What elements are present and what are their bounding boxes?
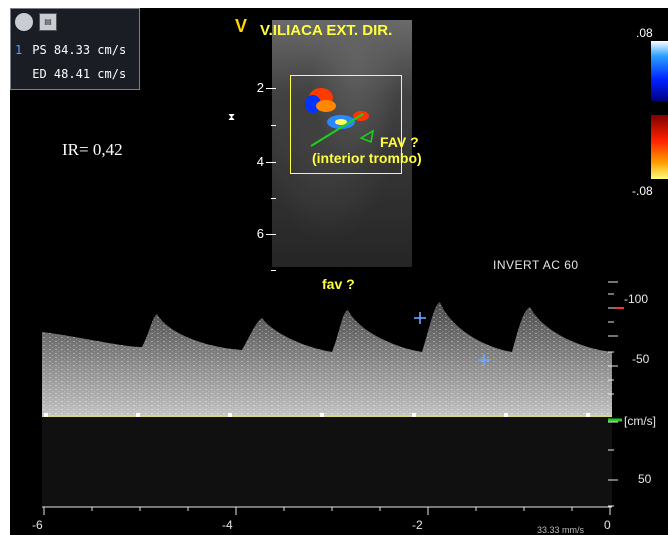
ir-annotation: IR= 0,42 — [62, 140, 123, 159]
velocity-tick-label: 50 — [638, 472, 652, 486]
measurement-row-ps: 1 PS 84.33 cm/s — [15, 43, 126, 57]
orientation-marker: V — [235, 16, 248, 36]
velocity-tick-label: -100 — [624, 292, 649, 306]
focus-marker-icon: ⧗ — [228, 112, 236, 123]
thrombus-annotation: (interior trombo) — [312, 150, 422, 166]
vessel-label: V.ILIACA EXT. DIR. — [260, 22, 393, 39]
color-scale-bar — [651, 41, 668, 181]
depth-tick-label: 6 — [256, 226, 264, 241]
measurement-label: ED — [32, 67, 47, 81]
depth-tick-label: 2 — [256, 80, 264, 95]
sweep-speed-label: 33.33 mm/s — [537, 525, 585, 535]
depth-tick-label: 4 — [256, 154, 264, 169]
color-flow-overlay — [305, 88, 375, 147]
spectral-doppler-trace — [42, 302, 612, 515]
color-doppler-box — [290, 75, 402, 174]
time-tick-label: -2 — [412, 518, 423, 532]
depth-scale: 2 4 6 — [246, 48, 276, 278]
image-icon[interactable]: ▤ — [39, 13, 57, 31]
time-tick-label: -6 — [32, 518, 43, 532]
velocity-unit-label: [cm/s] — [624, 414, 656, 428]
doppler-annotation: fav ? — [322, 276, 355, 292]
time-tick-label: 0 — [604, 518, 611, 532]
measurement-row-ed: ED 48.41 cm/s — [15, 67, 126, 81]
velocity-axis — [608, 281, 624, 507]
fav-annotation: FAV ? — [380, 134, 419, 150]
ed-cursor-icon — [478, 354, 490, 366]
ultrasound-screen: ▤ 1 PS 84.33 cm/s ED 48.41 cm/s IR= 0,42… — [10, 8, 668, 535]
ps-cursor-icon — [414, 312, 426, 324]
measurement-index: 1 — [15, 43, 23, 57]
velocity-tick-label: -50 — [632, 352, 650, 366]
doppler-settings: INVERT AC 60 — [493, 258, 579, 272]
b-mode-image — [272, 20, 412, 267]
measurement-label: PS — [32, 43, 47, 57]
color-scale-bottom-label: -.08 — [632, 184, 653, 198]
arrow-icon — [359, 129, 375, 144]
color-scale-top-label: .08 — [636, 26, 653, 40]
measurement-panel: ▤ 1 PS 84.33 cm/s ED 48.41 cm/s — [10, 8, 140, 90]
time-tick-label: -4 — [222, 518, 233, 532]
measurement-value: 84.33 cm/s — [53, 43, 127, 57]
camera-icon[interactable] — [15, 13, 33, 31]
measurement-value: 48.41 cm/s — [53, 67, 127, 81]
